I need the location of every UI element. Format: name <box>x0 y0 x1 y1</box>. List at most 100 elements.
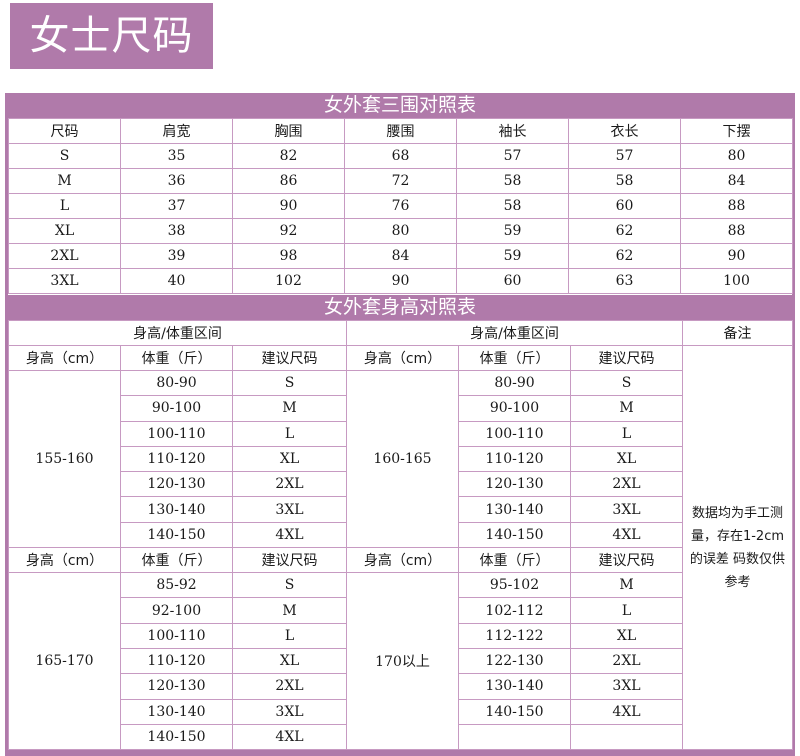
coat-header-cell: 胸围 <box>232 118 345 144</box>
coat-cell: 98 <box>232 243 345 269</box>
height-range-cell: 155-160 <box>8 369 121 549</box>
note-header: 备注 <box>682 320 793 346</box>
coat-cell: 62 <box>568 243 681 269</box>
size-cell: 2XL <box>232 471 347 498</box>
size-cell: 2XL <box>232 673 347 700</box>
weight-cell: 85-92 <box>120 572 233 599</box>
coat-cell: 59 <box>456 218 569 244</box>
height-subheader-cell: 身高（cm） <box>346 547 459 574</box>
coat-row: M 36 86 72 58 58 84 <box>8 168 793 194</box>
coat-cell: S <box>8 143 121 169</box>
height-range-cell: 160-165 <box>346 369 459 549</box>
size-cell: S <box>232 572 347 599</box>
group-header-left: 身高/体重区间 <box>8 320 347 346</box>
group-header-right: 身高/体重区间 <box>346 320 683 346</box>
height-row: 100-110 L 100-110 L <box>9 420 793 447</box>
coat-row: 2XL 39 98 84 59 62 90 <box>8 243 793 269</box>
coat-row: 3XL 40 102 90 60 63 100 <box>8 268 793 294</box>
weight-cell: 130-140 <box>120 698 233 725</box>
coat-cell: 82 <box>232 143 345 169</box>
weight-cell: 92-100 <box>120 597 233 624</box>
weight-cell: 95-102 <box>458 572 571 599</box>
coat-header-cell: 肩宽 <box>120 118 233 144</box>
weight-cell: 140-150 <box>458 698 571 725</box>
coat-cell: 100 <box>680 268 793 294</box>
height-table-title: 女外套身高对照表 <box>5 295 795 320</box>
size-cell: XL <box>570 445 683 473</box>
weight-cell: 120-130 <box>458 471 571 498</box>
size-cell: L <box>232 420 347 447</box>
coat-cell: 62 <box>568 218 681 244</box>
size-cell: 3XL <box>570 496 683 523</box>
height-subheader-row: 身高（cm） 体重（斤） 建议尺码 身高（cm） 体重（斤） 建议尺码 <box>8 547 793 574</box>
height-subheader-cell: 体重（斤） <box>458 547 571 574</box>
coat-cell: 84 <box>680 168 793 194</box>
weight-cell: 90-100 <box>458 395 571 422</box>
height-subheader-cell: 建议尺码 <box>232 345 347 371</box>
height-subheader-cell: 身高（cm） <box>346 345 459 371</box>
height-row: 140-150 4XL 140-150 4XL <box>9 521 793 549</box>
height-subheader-cell: 建议尺码 <box>232 547 347 574</box>
height-row: 120-130 2XL 120-130 2XL <box>9 471 793 498</box>
height-row: 120-130 2XL 130-140 3XL <box>9 673 793 700</box>
coat-cell: 3XL <box>8 268 121 294</box>
height-subheader-cell: 身高（cm） <box>8 345 121 371</box>
height-subheader-cell: 体重（斤） <box>458 345 571 371</box>
height-subheader-cell: 建议尺码 <box>570 547 683 574</box>
height-subheader-cell: 体重（斤） <box>120 547 233 574</box>
coat-row: S 35 82 68 57 57 80 <box>8 143 793 169</box>
weight-cell: 140-150 <box>120 723 233 751</box>
height-subheader-cell: 身高（cm） <box>8 547 121 574</box>
weight-cell: 140-150 <box>120 521 233 549</box>
size-cell: M <box>232 395 347 422</box>
coat-cell: 84 <box>344 243 457 269</box>
coat-cell: 37 <box>120 193 233 219</box>
coat-table-title: 女外套三围对照表 <box>5 93 795 118</box>
height-subheader-row: 身高（cm） 体重（斤） 建议尺码 身高（cm） 体重（斤） 建议尺码 数据均为手工测量，存… <box>8 344 793 751</box>
height-row: 92-100 M 102-112 L <box>9 597 793 624</box>
weight-cell: 100-110 <box>458 420 571 447</box>
coat-cell: 80 <box>680 143 793 169</box>
coat-cell: 72 <box>344 168 457 194</box>
weight-cell: 102-112 <box>458 597 571 624</box>
height-subheader-cell: 建议尺码 <box>570 345 683 371</box>
size-cell: 2XL <box>570 471 683 498</box>
height-row: 110-120 XL 110-120 XL <box>9 445 793 473</box>
weight-cell: 90-100 <box>120 395 233 422</box>
coat-cell: 2XL <box>8 243 121 269</box>
coat-cell: 35 <box>120 143 233 169</box>
size-cell: L <box>570 420 683 447</box>
coat-cell: 90 <box>680 243 793 269</box>
coat-header-cell: 下摆 <box>680 118 793 144</box>
coat-cell: 57 <box>456 143 569 169</box>
coat-cell: M <box>8 168 121 194</box>
size-cell: L <box>570 597 683 624</box>
coat-header-cell: 袖长 <box>456 118 569 144</box>
coat-cell: 88 <box>680 193 793 219</box>
coat-cell: 92 <box>232 218 345 244</box>
coat-measurement-table: 尺码 肩宽 胸围 腰围 袖长 衣长 下摆 S 35 82 68 57 57 80 M 36 86 72 58 58 84… <box>8 118 793 294</box>
height-row: 165-170 85-92 S 170以上 95-102 M <box>8 572 793 751</box>
coat-cell: 68 <box>344 143 457 169</box>
height-row: 110-120 XL 122-130 2XL <box>9 647 793 675</box>
weight-cell: 100-110 <box>120 622 233 649</box>
coat-cell: 58 <box>456 168 569 194</box>
weight-cell: 110-120 <box>120 647 233 675</box>
coat-cell: 90 <box>232 193 345 219</box>
coat-cell: 36 <box>120 168 233 194</box>
size-cell: S <box>232 369 347 397</box>
size-cell: L <box>232 622 347 649</box>
coat-cell: 86 <box>232 168 345 194</box>
weight-cell: 100-110 <box>120 420 233 447</box>
coat-cell: 58 <box>456 193 569 219</box>
size-cell: 4XL <box>232 521 347 549</box>
weight-cell: 120-130 <box>120 673 233 700</box>
coat-row: L 37 90 76 58 60 88 <box>8 193 793 219</box>
weight-cell: 110-120 <box>458 445 571 473</box>
size-cell: M <box>570 572 683 599</box>
coat-cell: 59 <box>456 243 569 269</box>
size-cell: 3XL <box>232 496 347 523</box>
height-range-cell: 165-170 <box>8 572 121 751</box>
coat-header-cell: 衣长 <box>568 118 681 144</box>
weight-cell <box>458 723 571 751</box>
